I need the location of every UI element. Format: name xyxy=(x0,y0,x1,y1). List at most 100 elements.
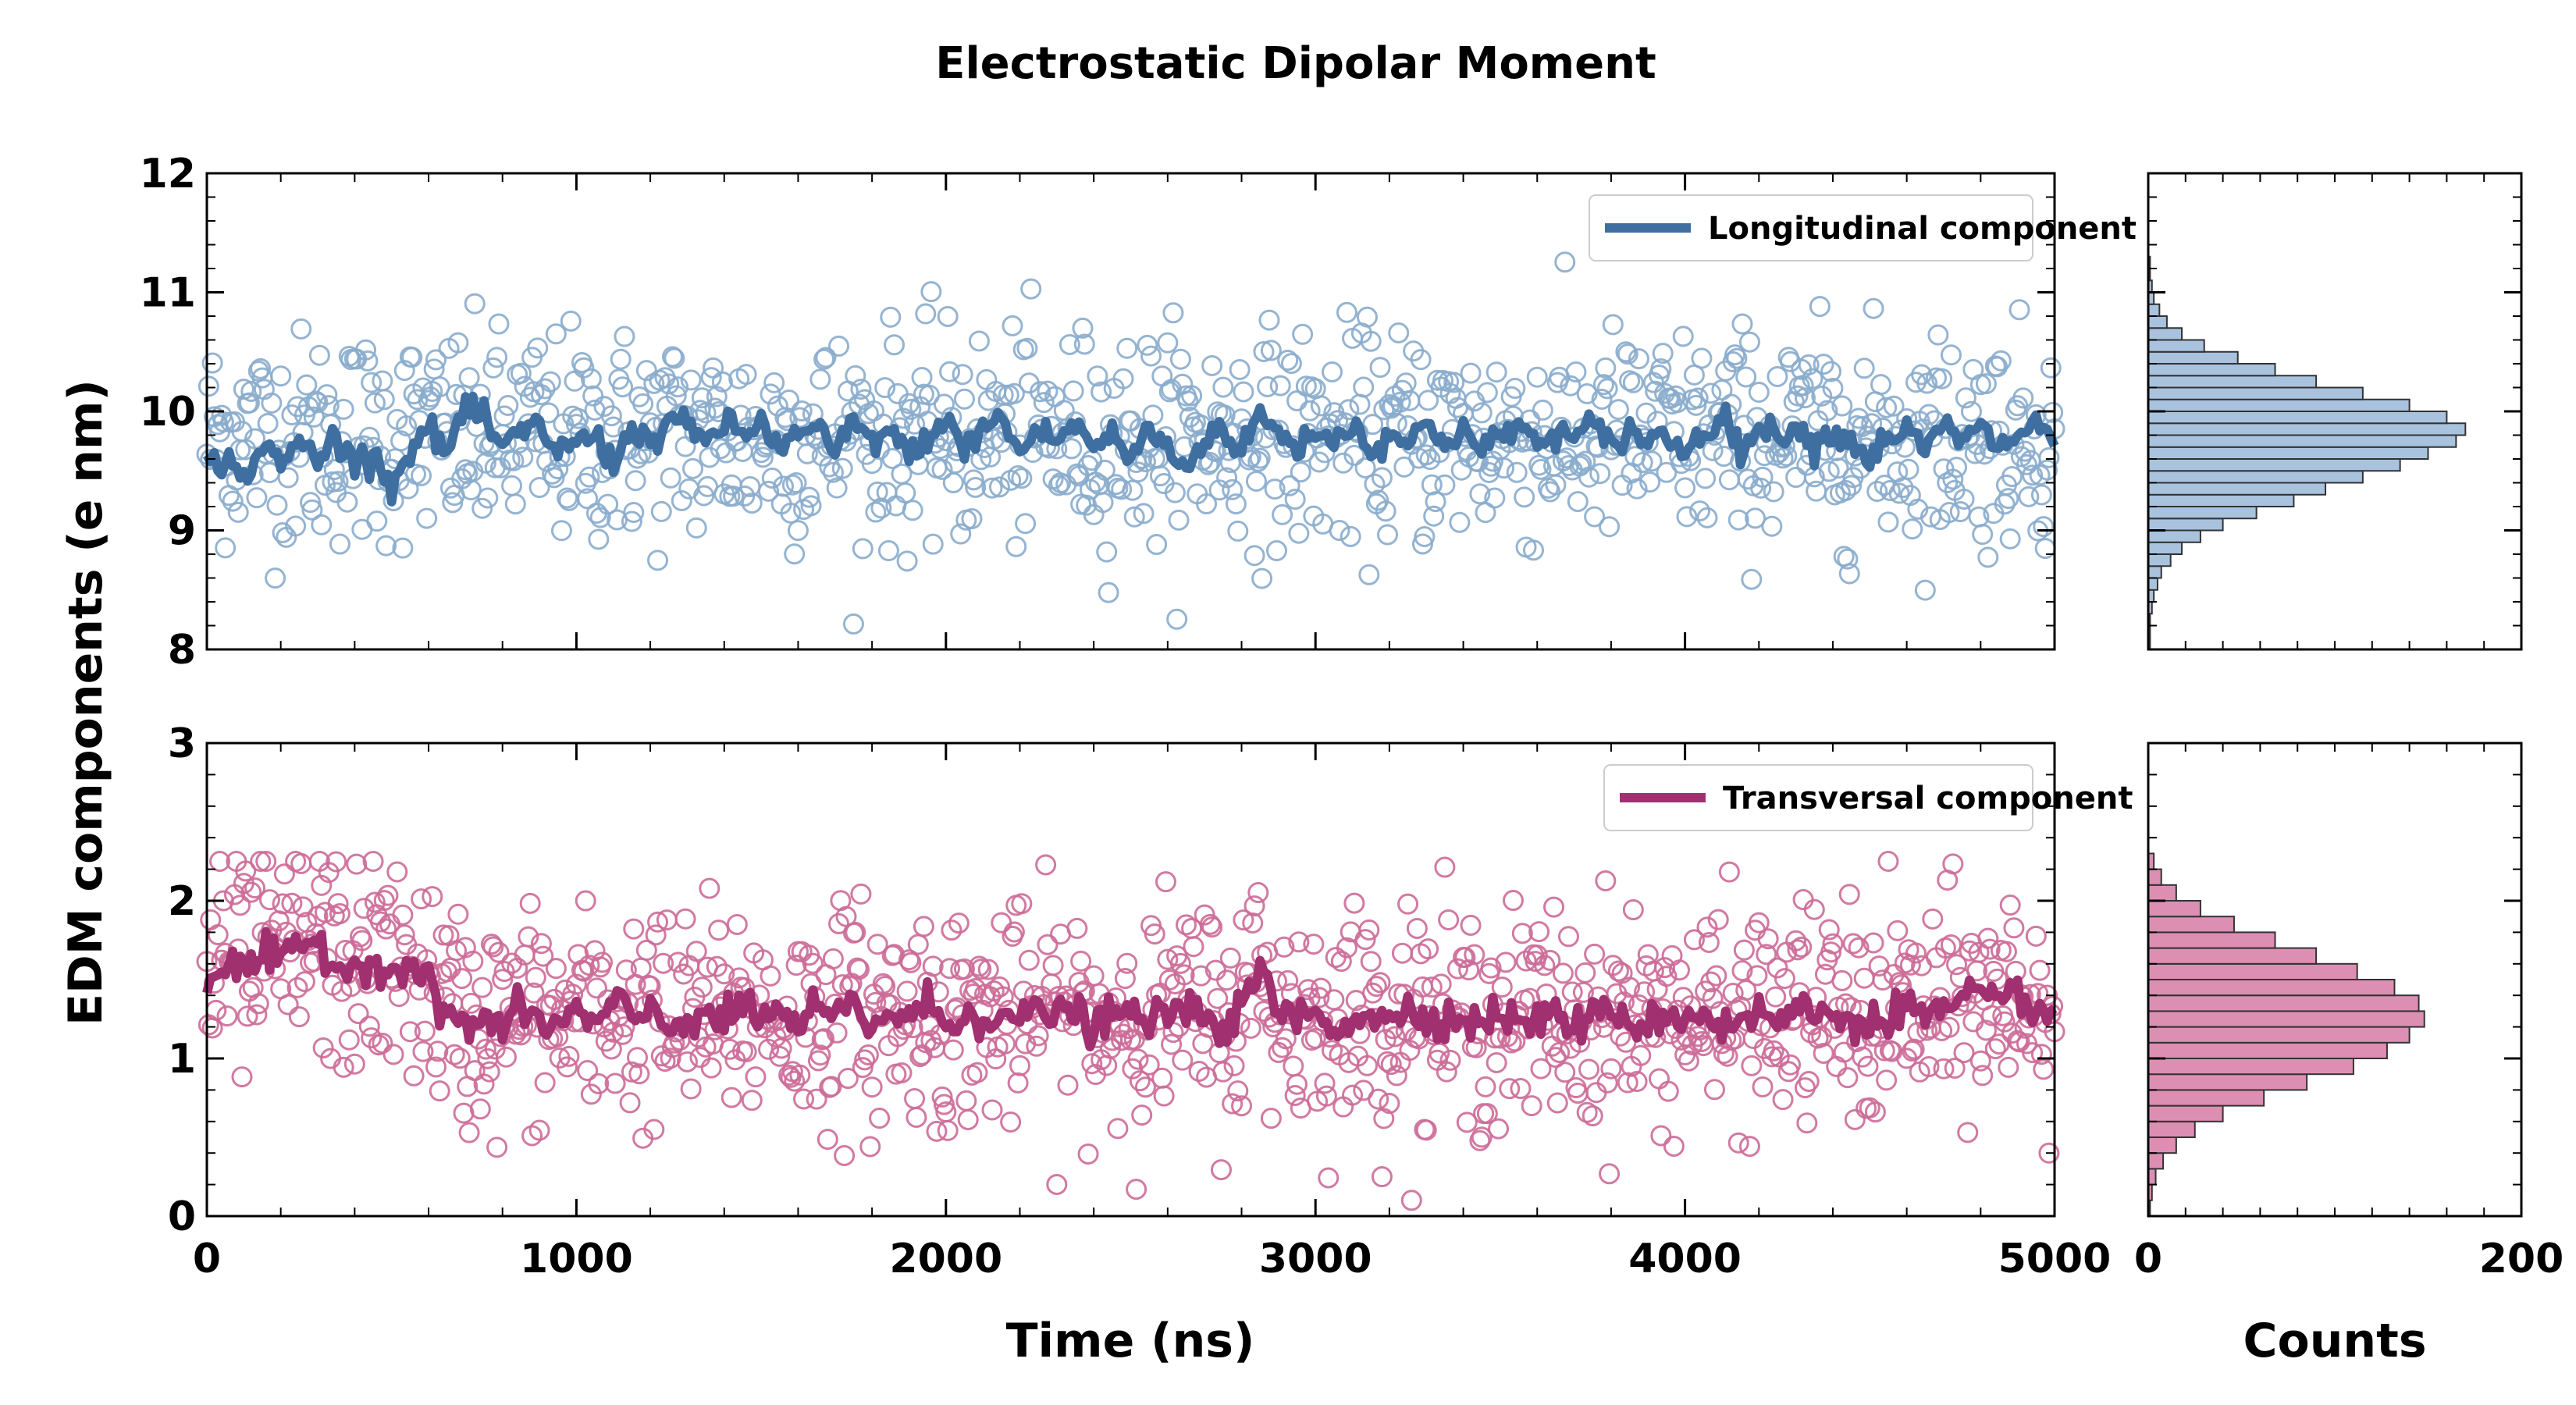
longitudinal-ytick-label: 8 xyxy=(168,627,196,674)
transversal-data-point xyxy=(1995,941,2017,962)
transversal-data-point xyxy=(1391,942,1413,964)
longitudinal-data-point xyxy=(246,487,268,509)
transversal-data-point xyxy=(1356,1055,1378,1076)
transversal-data-point xyxy=(1842,933,1864,955)
longitudinal-data-point xyxy=(1738,331,1760,353)
transversal-data-point xyxy=(1844,1108,1866,1130)
longitudinal-data-point xyxy=(612,376,634,398)
longitudinal-data-point xyxy=(911,367,933,389)
transversal-data-point xyxy=(854,1049,876,1071)
transversal-data-point xyxy=(361,1027,382,1049)
longitudinal-data-point xyxy=(316,384,338,406)
transversal-xtick-label: 1000 xyxy=(520,1236,633,1282)
transversal-data-point xyxy=(1543,896,1565,918)
transversal-data-point xyxy=(1499,1078,1521,1100)
longitudinal-data-point xyxy=(501,475,523,496)
longitudinal-data-point xyxy=(1589,463,1611,485)
transversal-legend-box xyxy=(1603,764,2033,831)
longitudinal-data-point xyxy=(1560,375,1582,397)
transversal-data-point xyxy=(1634,981,1656,1003)
transversal-data-point xyxy=(922,955,944,977)
transversal-data-point xyxy=(333,1056,354,1078)
longitudinal-data-point xyxy=(809,368,831,390)
longitudinal-data-point xyxy=(1092,492,1114,514)
longitudinal-data-point xyxy=(1870,374,1892,396)
transversal-data-point xyxy=(1183,936,1204,958)
longitudinal-data-point xyxy=(1727,509,1749,531)
longitudinal-data-point xyxy=(1212,376,1234,398)
transversal-hist-bar xyxy=(2147,916,2235,934)
transversal-data-point xyxy=(2033,1058,2055,1080)
transversal-data-point xyxy=(845,922,866,944)
transversal-data-point xyxy=(1510,1078,1532,1100)
transversal-hist-bar xyxy=(2147,1120,2196,1139)
longitudinal-data-point xyxy=(1196,493,1218,515)
longitudinal-data-point xyxy=(1820,361,1842,382)
transversal-hist-bar xyxy=(2147,931,2276,949)
longitudinal-data-point xyxy=(658,373,680,395)
transversal-data-point xyxy=(393,924,415,946)
transversal-data-point xyxy=(258,889,280,911)
longitudinal-data-point xyxy=(822,461,844,483)
transversal-data-point xyxy=(386,861,408,883)
longitudinal-data-point xyxy=(1752,466,1774,488)
transversal-data-point xyxy=(1406,917,1428,939)
longitudinal-data-point xyxy=(577,488,599,510)
longitudinal-data-point xyxy=(1506,461,1528,483)
longitudinal-data-point xyxy=(238,392,260,414)
longitudinal-data-point xyxy=(270,365,292,387)
longitudinal-data-point xyxy=(2030,484,2052,506)
transversal-data-point xyxy=(643,1119,665,1140)
transversal-data-point xyxy=(769,1045,791,1067)
transversal-data-point xyxy=(473,1073,495,1095)
longitudinal-data-point xyxy=(1827,457,1849,479)
transversal-data-point xyxy=(1999,895,2021,916)
longitudinal-data-point xyxy=(799,486,820,508)
longitudinal-data-point xyxy=(1002,315,1023,336)
longitudinal-data-point xyxy=(550,520,572,542)
transversal-data-point xyxy=(700,1057,722,1079)
transversal-data-point xyxy=(1763,1040,1784,1062)
longitudinal-data-point xyxy=(588,528,610,550)
transversal-data-point xyxy=(1283,1055,1304,1077)
transversal-data-point xyxy=(462,950,484,972)
longitudinal-histogram xyxy=(2147,172,2523,651)
longitudinal-data-point xyxy=(881,447,903,469)
transversal-data-point xyxy=(1434,856,1456,878)
longitudinal-data-point xyxy=(411,464,432,486)
transversal-data-point xyxy=(1887,919,1909,941)
longitudinal-data-point xyxy=(1883,395,1905,417)
transversal-data-point xyxy=(1796,1112,1818,1134)
longitudinal-data-point xyxy=(477,487,499,509)
longitudinal-data-point xyxy=(486,347,508,368)
longitudinal-data-point xyxy=(1702,439,1724,461)
longitudinal-data-point xyxy=(1617,343,1638,365)
longitudinal-data-point xyxy=(942,472,964,494)
transversal-data-point xyxy=(680,1078,702,1100)
longitudinal-data-point xyxy=(1554,251,1576,273)
longitudinal-data-point xyxy=(760,383,781,405)
transversal-data-point xyxy=(778,1064,800,1086)
longitudinal-data-point xyxy=(1375,500,1397,522)
transversal-data-point xyxy=(741,1090,763,1112)
transversal-data-point xyxy=(907,934,929,955)
longitudinal-data-point xyxy=(784,543,806,565)
longitudinal-hist-bar xyxy=(2147,375,2318,389)
transversal-data-point xyxy=(1663,1135,1685,1157)
longitudinal-data-point xyxy=(1591,388,1613,410)
longitudinal-data-point xyxy=(1592,374,1614,396)
longitudinal-hist-bar xyxy=(2147,493,2295,507)
longitudinal-data-point xyxy=(915,303,937,325)
transversal-data-point xyxy=(335,939,357,961)
longitudinal-data-point xyxy=(1687,387,1709,409)
transversal-data-point xyxy=(2038,1142,2060,1164)
transversal-data-point xyxy=(1003,921,1025,943)
longitudinal-data-point xyxy=(1876,397,1898,418)
longitudinal-data-point xyxy=(2001,466,2023,488)
longitudinal-data-point xyxy=(1718,469,1740,491)
transversal-data-point xyxy=(784,1070,806,1092)
transversal-data-point xyxy=(1994,1011,2016,1033)
transversal-data-point xyxy=(429,1080,450,1102)
transversal-data-point xyxy=(286,976,308,998)
transversal-data-point xyxy=(758,1038,780,1060)
